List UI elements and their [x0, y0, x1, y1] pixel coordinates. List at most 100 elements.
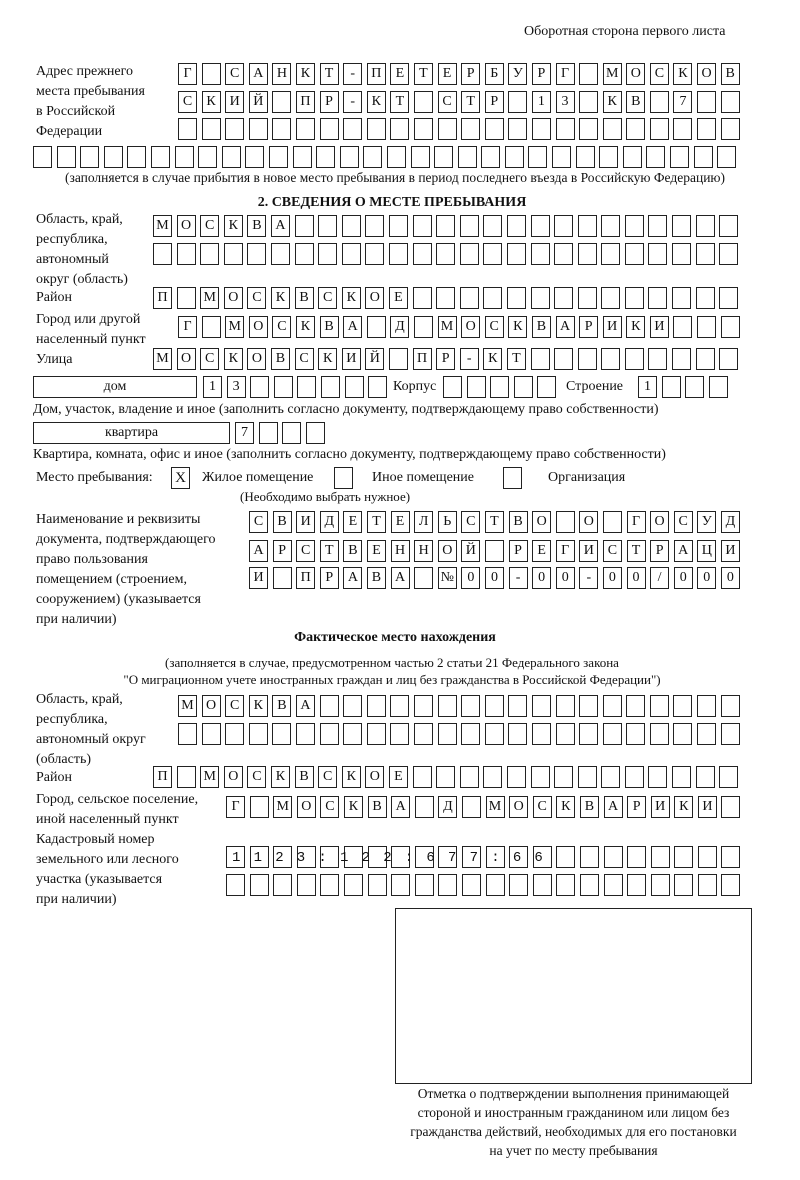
char-cell[interactable] — [530, 243, 550, 265]
char-cell[interactable]: К — [556, 796, 576, 818]
char-cell[interactable]: Т — [461, 91, 481, 113]
char-cell[interactable] — [579, 63, 599, 85]
char-cell[interactable] — [508, 91, 528, 113]
char-cell[interactable]: В — [343, 540, 363, 562]
char-cell[interactable]: Т — [319, 540, 339, 562]
char-cell[interactable] — [622, 146, 642, 168]
char-cell[interactable]: К — [343, 796, 363, 818]
char-cell[interactable] — [412, 287, 432, 309]
char-cell[interactable] — [531, 118, 551, 140]
char-cell[interactable] — [414, 874, 434, 896]
char-cell[interactable]: О — [626, 63, 646, 85]
char-cell[interactable]: Р — [508, 540, 528, 562]
char-cell[interactable]: К — [674, 796, 694, 818]
char-cell[interactable]: В — [270, 348, 290, 370]
char-cell[interactable]: Н — [414, 540, 434, 562]
char-cell[interactable] — [509, 846, 529, 868]
char-cell[interactable] — [717, 146, 737, 168]
char-cell[interactable]: А — [343, 567, 363, 589]
char-cell[interactable]: А — [673, 540, 693, 562]
char-cell[interactable]: 0 — [720, 567, 740, 589]
cadastre-row-2[interactable] — [226, 874, 745, 896]
char-cell[interactable] — [697, 874, 717, 896]
char-cell[interactable]: А — [248, 63, 268, 85]
char-cell[interactable] — [272, 118, 292, 140]
char-cell[interactable] — [648, 348, 668, 370]
char-cell[interactable] — [555, 695, 575, 717]
char-cell[interactable] — [674, 846, 694, 868]
char-cell[interactable]: У — [508, 63, 528, 85]
char-cell[interactable] — [437, 723, 457, 745]
char-cell[interactable] — [506, 766, 526, 788]
char-cell[interactable] — [339, 146, 359, 168]
char-cell[interactable]: О — [650, 511, 670, 533]
char-cell[interactable] — [247, 243, 267, 265]
char-cell[interactable] — [670, 146, 690, 168]
char-cell[interactable]: В — [508, 511, 528, 533]
char-cell[interactable] — [506, 287, 526, 309]
char-cell[interactable]: / — [650, 567, 670, 589]
char-cell[interactable]: 7 — [673, 91, 693, 113]
char-cell[interactable] — [484, 723, 504, 745]
char-cell[interactable] — [554, 287, 574, 309]
char-cell[interactable] — [483, 287, 503, 309]
char-cell[interactable]: В — [367, 796, 387, 818]
char-cell[interactable]: И — [341, 348, 361, 370]
char-cell[interactable]: О — [365, 766, 385, 788]
char-cell[interactable]: О — [223, 287, 243, 309]
char-cell[interactable]: А — [249, 540, 268, 562]
char-cell[interactable] — [508, 695, 528, 717]
char-cell[interactable]: К — [626, 316, 646, 338]
char-cell[interactable] — [268, 146, 288, 168]
char-cell[interactable]: И — [649, 316, 669, 338]
char-cell[interactable] — [436, 287, 456, 309]
char-cell[interactable]: А — [555, 316, 575, 338]
char-cell[interactable]: Р — [627, 796, 647, 818]
char-cell[interactable] — [319, 695, 339, 717]
char-cell[interactable]: В — [294, 766, 314, 788]
char-cell[interactable] — [459, 215, 479, 237]
char-cell[interactable] — [720, 91, 740, 113]
doc-row-3[interactable]: И П Р А В А № 0 0-0 0-0 0/0 0 0 — [249, 567, 744, 589]
char-cell[interactable] — [693, 146, 713, 168]
char-cell[interactable] — [249, 846, 269, 868]
char-cell[interactable]: Т — [319, 63, 339, 85]
char-cell[interactable]: Б — [484, 63, 504, 85]
char-cell[interactable] — [646, 146, 666, 168]
char-cell[interactable] — [720, 695, 740, 717]
char-cell[interactable] — [719, 287, 739, 309]
korpus-row[interactable] — [443, 376, 561, 398]
stay-checkbox-other[interactable] — [334, 467, 353, 489]
char-cell[interactable]: 0 — [461, 567, 481, 589]
char-cell[interactable]: М — [602, 63, 622, 85]
char-cell[interactable]: С — [225, 63, 245, 85]
char-cell[interactable]: М — [178, 695, 197, 717]
char-cell[interactable] — [295, 118, 315, 140]
char-cell[interactable]: - — [508, 567, 528, 589]
char-cell[interactable]: И — [225, 91, 245, 113]
char-cell[interactable] — [555, 118, 575, 140]
char-cell[interactable]: - — [579, 567, 599, 589]
char-cell[interactable] — [366, 723, 386, 745]
char-cell[interactable] — [697, 846, 717, 868]
char-cell[interactable]: О — [201, 695, 221, 717]
char-cell[interactable]: К — [270, 766, 290, 788]
char-cell[interactable] — [438, 846, 458, 868]
char-cell[interactable]: П — [295, 91, 315, 113]
char-cell[interactable] — [530, 348, 550, 370]
char-cell[interactable]: В — [531, 316, 551, 338]
char-cell[interactable] — [661, 376, 681, 398]
char-cell[interactable]: 0 — [602, 567, 622, 589]
char-cell[interactable] — [249, 796, 269, 818]
char-cell[interactable] — [318, 215, 338, 237]
char-cell[interactable] — [343, 874, 363, 896]
char-cell[interactable] — [176, 766, 196, 788]
char-cell[interactable]: К — [366, 91, 386, 113]
char-cell[interactable] — [388, 243, 408, 265]
char-cell[interactable]: С — [320, 796, 340, 818]
char-cell[interactable] — [56, 146, 76, 168]
char-cell[interactable] — [150, 146, 170, 168]
char-cell[interactable]: К — [223, 215, 243, 237]
